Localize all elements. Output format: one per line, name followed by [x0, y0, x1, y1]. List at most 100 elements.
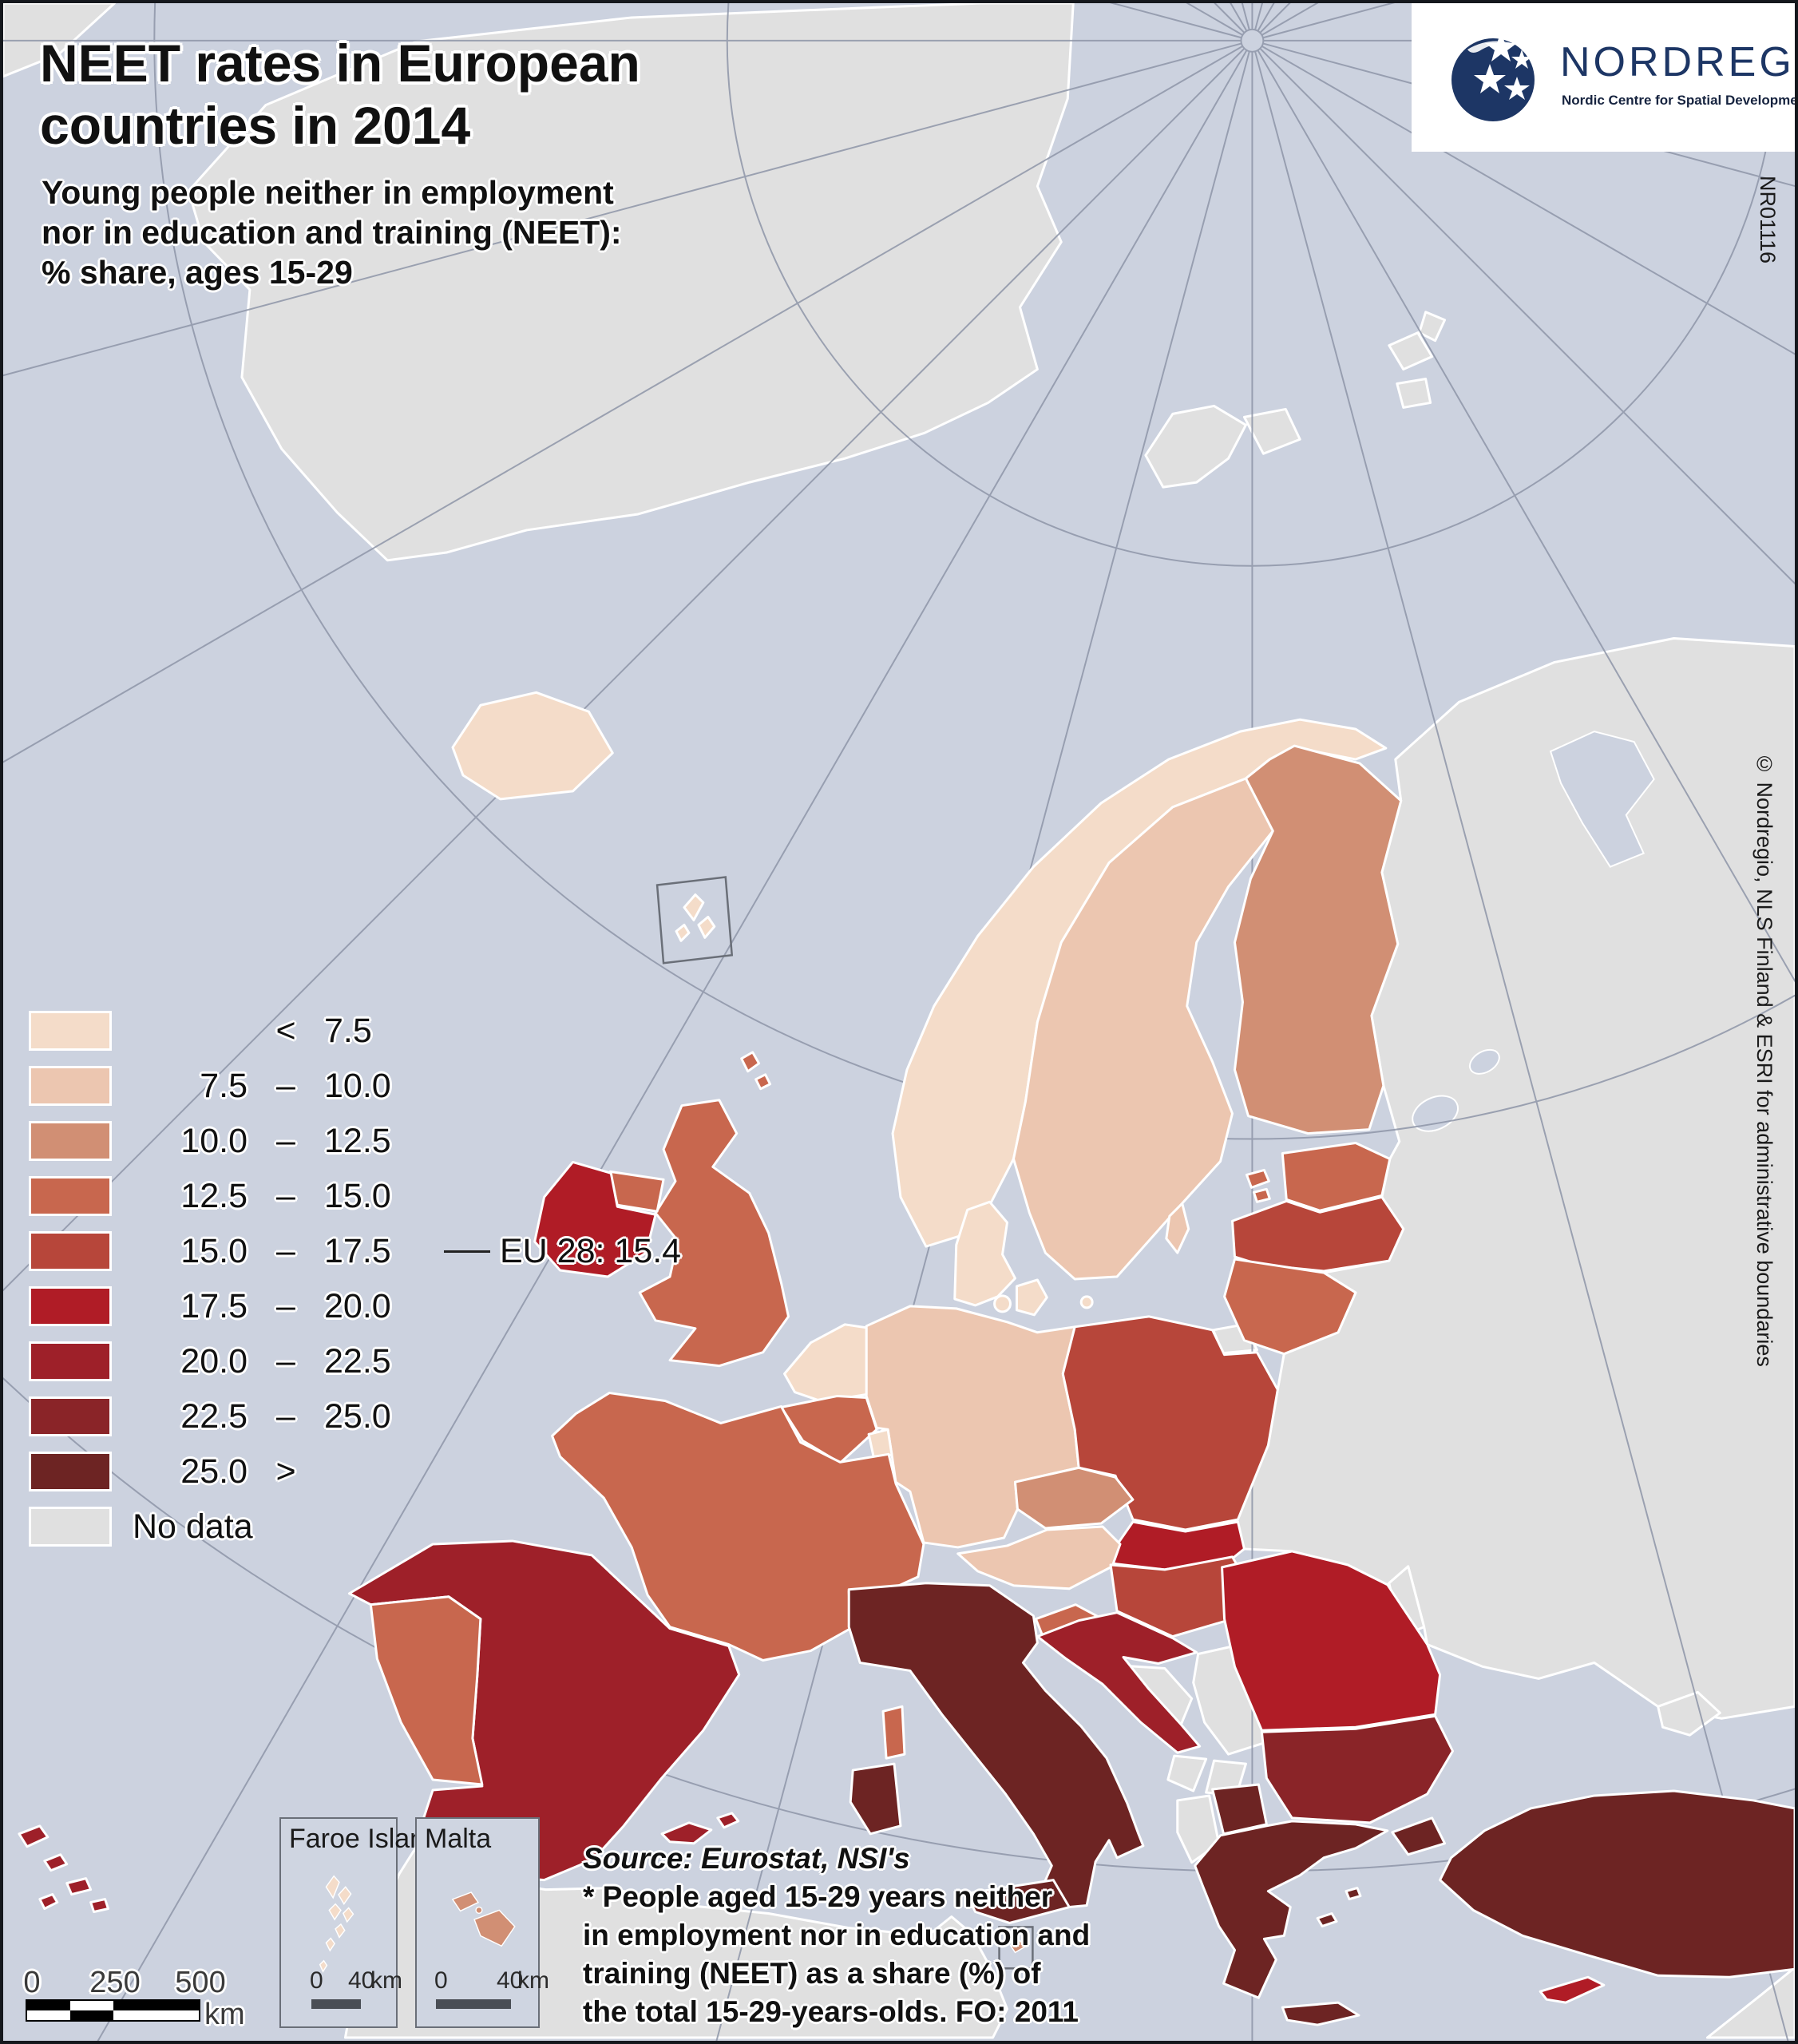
country-great-britain: [638, 1099, 790, 1368]
island-funen: [993, 1294, 1012, 1313]
scale-bar-labels: 0 250 500: [23, 1966, 265, 1999]
legend-row-5: 15.0 – 17.5 EU 28: 15.4: [29, 1231, 681, 1271]
legend-left-6: 17.5: [180, 1286, 248, 1325]
country-luxembourg: [867, 1428, 893, 1458]
legend: < 7.5 7.5 – 10.0 10.0 – 12.5 12.5 – 15.0…: [29, 1011, 681, 1562]
region-turkish-thrace: [1391, 1816, 1447, 1856]
legend-swatch-1: [29, 1011, 112, 1051]
country-belgium: [780, 1395, 878, 1464]
country-faroe-islands-specks: [675, 893, 716, 942]
eu-average-line: [444, 1250, 490, 1253]
legend-nodata-label: No data: [133, 1507, 253, 1546]
subtitle-line-1: Young people neither in employment: [42, 174, 614, 211]
scale-bar-graphic: [26, 1999, 200, 2022]
legend-swatch-7: [29, 1341, 112, 1381]
legend-right-4: 15.0: [324, 1176, 391, 1215]
faroe-inset-map: [319, 1875, 354, 1973]
europe-choropleth-map: [3, 3, 1795, 2041]
copyright-note: © Nordregio, NLS Finland & ESRI for admi…: [1752, 752, 1776, 1367]
region-crimea: [1657, 1690, 1721, 1737]
island-corsica: [881, 1705, 906, 1760]
lakes: [1412, 731, 1655, 1132]
country-greece: [1194, 1820, 1389, 1999]
legend-row-8: 22.5 – 25.0: [29, 1396, 681, 1436]
legend-op-3: –: [276, 1121, 295, 1160]
legend-swatch-3: [29, 1121, 112, 1161]
legend-swatch-9: [29, 1452, 112, 1491]
legend-op-6: –: [276, 1286, 295, 1325]
malta-main-map-speck: [1009, 1939, 1026, 1954]
country-bulgaria: [1260, 1714, 1455, 1824]
country-finland: [1234, 744, 1403, 1135]
legend-left-7: 20.0: [180, 1341, 248, 1380]
legend-row-7: 20.0 – 22.5: [29, 1341, 681, 1381]
legend-left-4: 12.5: [180, 1176, 248, 1215]
country-iceland: [451, 691, 614, 801]
eu-average-annotation: EU 28: 15.4: [444, 1232, 681, 1271]
legend-op-2: –: [276, 1066, 295, 1105]
country-austria: [956, 1525, 1122, 1590]
legend-right-1: 7.5: [324, 1011, 372, 1050]
scale-label-500: 500: [175, 1966, 226, 1999]
country-czechia: [1013, 1466, 1135, 1530]
legend-row-3: 10.0 – 12.5: [29, 1121, 681, 1161]
locator-boxes: [655, 876, 1034, 1970]
country-estonia: [1281, 1142, 1392, 1212]
source-line-3: in employment nor in education and: [583, 1919, 1091, 1951]
malta-locator-box: [998, 1926, 1034, 1970]
scale-label-0: 0: [23, 1966, 41, 1999]
source-note: Source: Eurostat, NSI's * People aged 15…: [583, 1840, 1090, 2031]
malta-inset-scalebar: [436, 1999, 511, 2009]
nordregio-logo-tagline: Nordic Centre for Spatial Development: [1562, 93, 1798, 108]
eu-average-label: EU 28: 15.4: [500, 1231, 682, 1270]
legend-op-5: –: [276, 1231, 295, 1270]
source-line-1: Source: Eurostat, NSI's: [583, 1842, 910, 1875]
island-sicily: [964, 1879, 1071, 1924]
faroe-inset-islands: [319, 1875, 354, 1973]
legend-row-9: 25.0 >: [29, 1452, 681, 1491]
legend-left-8: 22.5: [180, 1396, 248, 1436]
legend-row-2: 7.5 – 10.0: [29, 1066, 681, 1106]
legend-swatch-6: [29, 1286, 112, 1326]
nordregio-logo-name: NORDREGIO: [1560, 39, 1795, 85]
legend-swatch-4: [29, 1176, 112, 1216]
subtitle-line-2: nor in education and training (NEET):: [42, 214, 622, 251]
islands-canary: [18, 1824, 110, 1914]
region-svalbard: [1144, 404, 1247, 489]
country-turkey: [1439, 1789, 1795, 1979]
scale-bar-unit: km: [204, 1998, 245, 2031]
legend-left-9: 25.0: [180, 1452, 248, 1491]
legend-op-4: –: [276, 1176, 295, 1215]
map-title: NEET rates in European countries in 2014: [40, 32, 640, 156]
country-north-macedonia: [1211, 1783, 1268, 1836]
legend-op-1: <: [275, 1011, 296, 1050]
country-portugal: [369, 1595, 484, 1786]
country-sweden: [1012, 777, 1274, 1281]
malta-inset-map: [451, 1891, 516, 1947]
title-line-2: countries in 2014: [40, 96, 471, 155]
legend-right-2: 10.0: [324, 1066, 391, 1105]
scale-bar: 0 250 500 km: [23, 1966, 265, 2031]
source-line-5: the total 15-29-years-olds. FO: 2011: [583, 1995, 1079, 2028]
islands-shetland: [740, 1051, 772, 1091]
legend-op-7: –: [276, 1341, 295, 1380]
country-lithuania: [1223, 1258, 1357, 1356]
islands-aegean: [1316, 1887, 1362, 1927]
country-croatia: [1036, 1611, 1202, 1754]
map-subtitle: Young people neither in employment nor i…: [42, 172, 622, 292]
country-cyprus: [1539, 1975, 1606, 2004]
country-netherlands: [783, 1323, 868, 1404]
legend-op-9: >: [275, 1452, 296, 1491]
estonian-islands: [1245, 1168, 1271, 1203]
scale-label-250: 250: [89, 1966, 141, 1999]
source-line-2: * People aged 15-29 years neither: [583, 1880, 1053, 1913]
legend-swatch-nodata: [29, 1507, 112, 1547]
country-italy: [847, 1582, 1145, 1909]
subtitle-line-3: % share, ages 15-29: [42, 254, 353, 291]
island-zealand: [1015, 1278, 1048, 1317]
legend-right-7: 22.5: [324, 1341, 391, 1380]
legend-right-6: 20.0: [324, 1286, 391, 1325]
faroe-locator-box: [655, 876, 734, 965]
region-greenland: [187, 3, 1075, 562]
islands-balearic: [660, 1812, 740, 1845]
